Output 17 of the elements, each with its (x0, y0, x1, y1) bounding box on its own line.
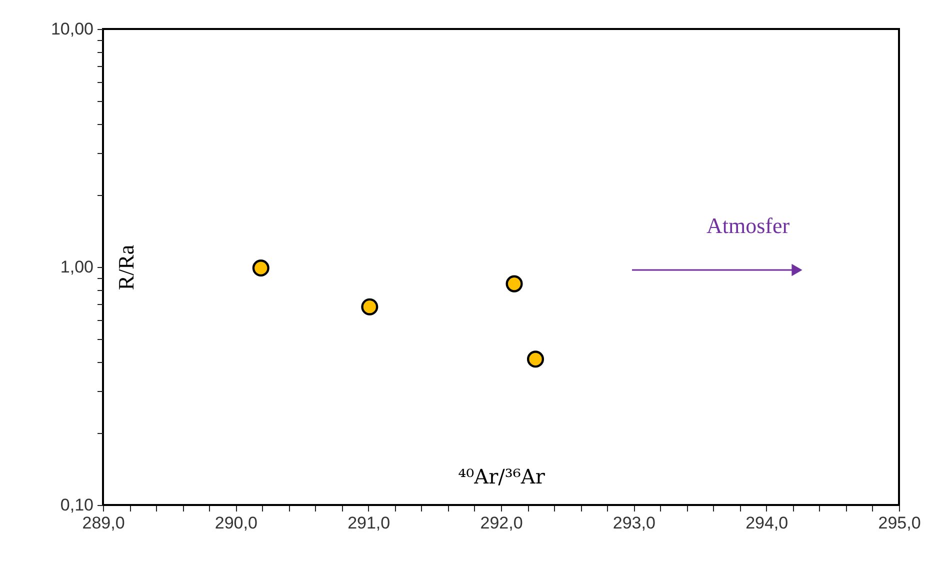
y-tick-label: 10,00 (50, 20, 94, 38)
x-tick-label: 291,0 (348, 514, 390, 532)
x-tick-label: 295,0 (878, 514, 921, 532)
x-axis-title: ⁴⁰Ar/³⁶Ar (458, 464, 546, 488)
x-tick-label: 294,0 (746, 514, 788, 532)
x-tick-label: 289,0 (82, 514, 125, 532)
x-tick-label: 293,0 (612, 514, 656, 532)
point (506, 275, 523, 292)
point (252, 260, 270, 277)
point (361, 298, 378, 316)
y-tick-label: 1,00 (60, 258, 94, 276)
y-tick-label: 0,10 (60, 496, 94, 514)
x-tick-label: 292,0 (480, 514, 523, 532)
x-tick-label: 290,0 (214, 514, 258, 532)
point (526, 350, 544, 368)
y-axis-title: R/Ra (114, 244, 138, 290)
annotation: Atmosfer (706, 213, 790, 238)
